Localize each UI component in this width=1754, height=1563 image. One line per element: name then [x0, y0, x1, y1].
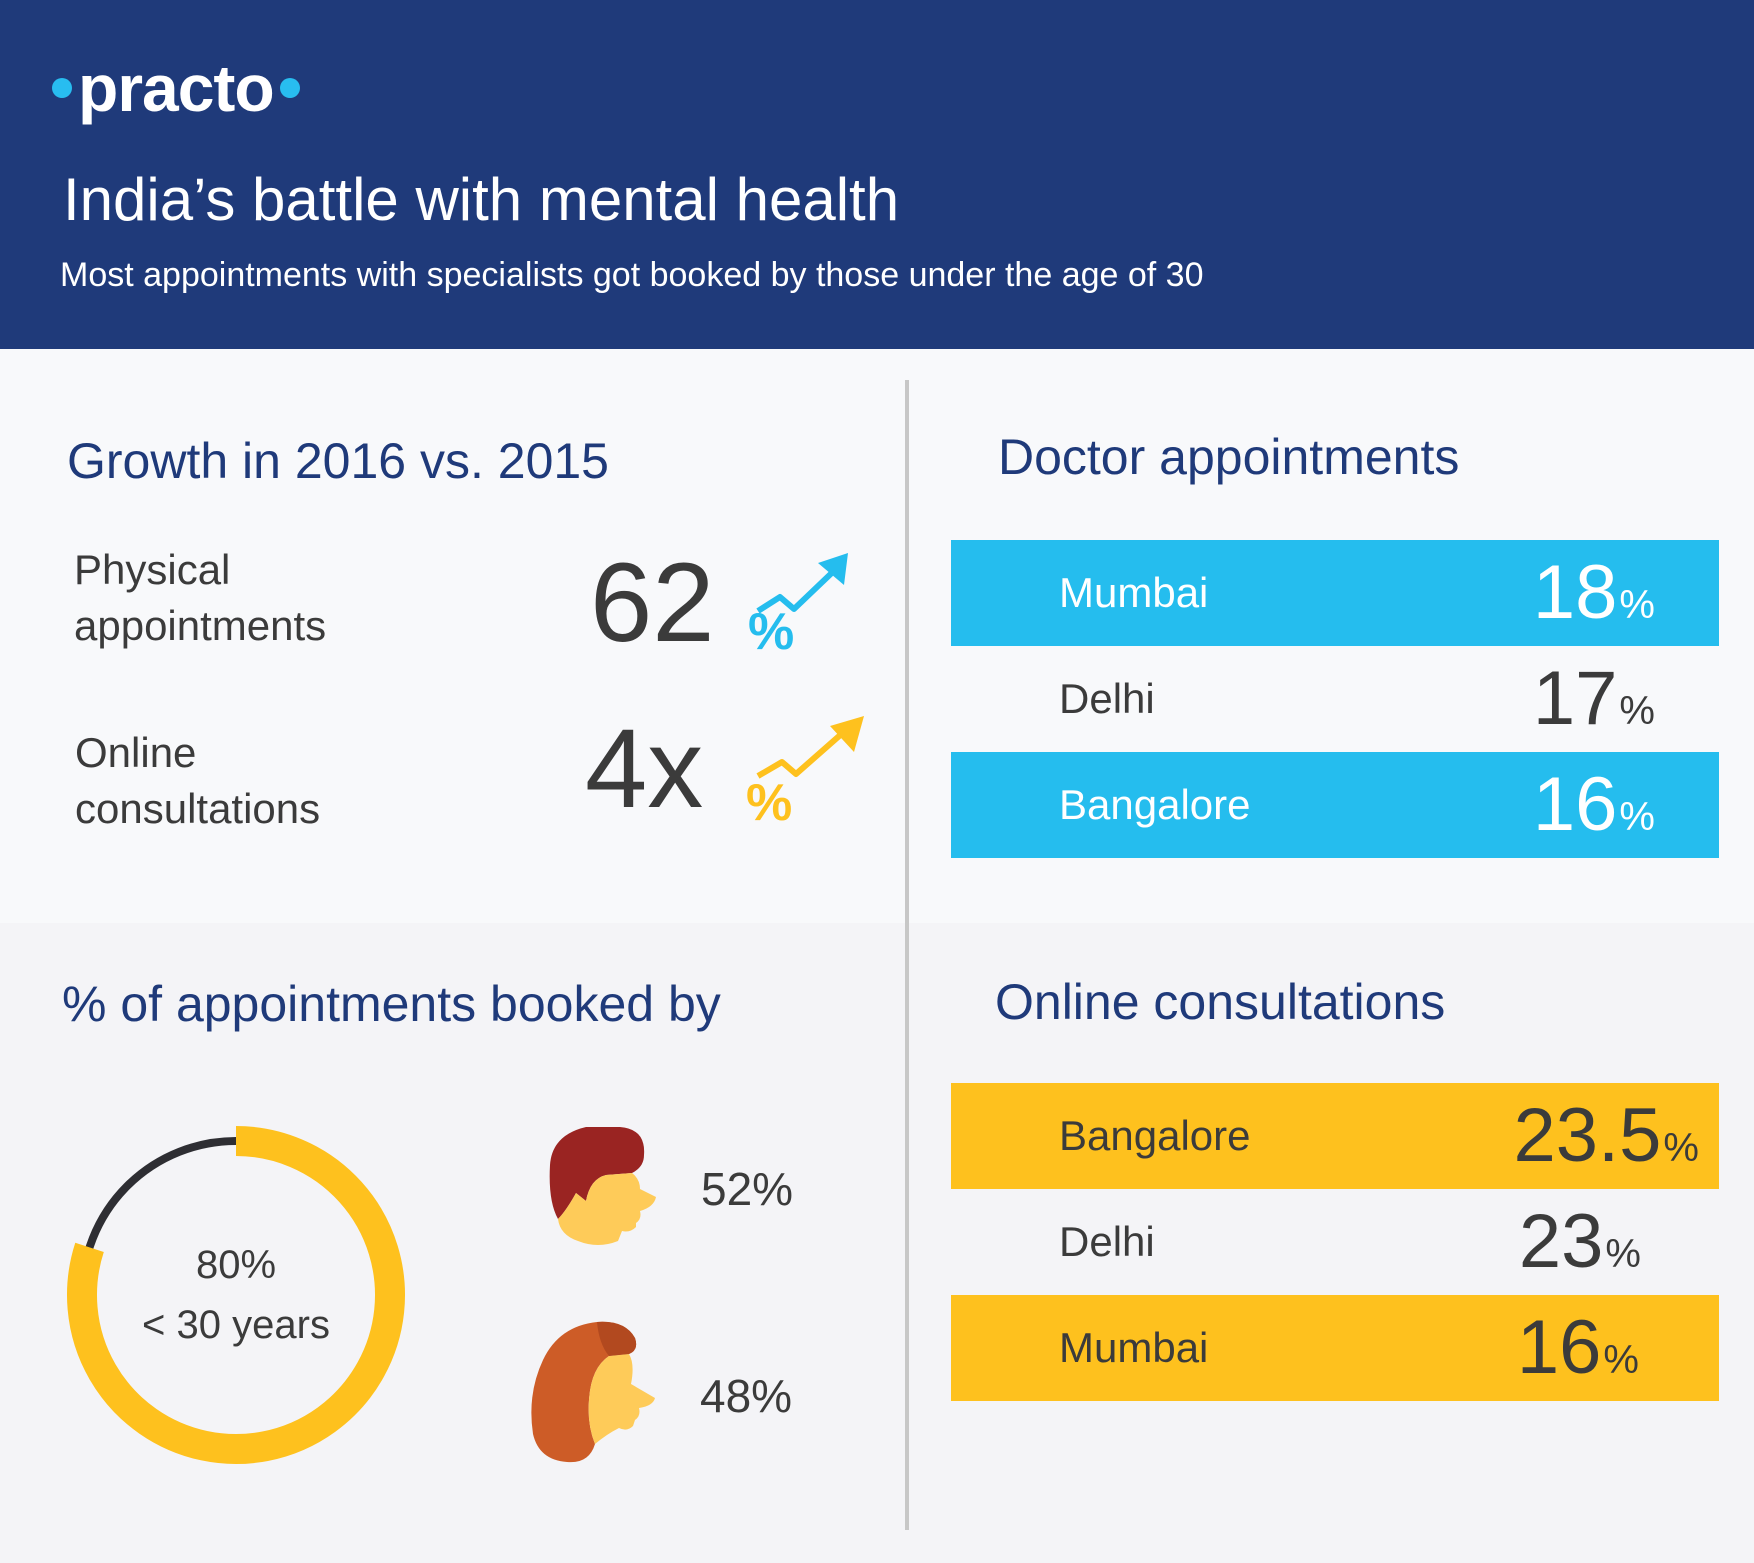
- trend-up-yellow-icon: %: [746, 716, 864, 824]
- online-row-2: Delhi 23%: [951, 1189, 1719, 1295]
- doctor-row-1: Mumbai 18%: [951, 540, 1719, 646]
- online-row-1: Bangalore 23.5%: [951, 1083, 1719, 1189]
- logo-dot-left-icon: [52, 78, 72, 98]
- vertical-divider: [905, 380, 909, 1530]
- physical-growth-value: 62: [590, 540, 715, 665]
- practo-logo: practo: [52, 48, 300, 128]
- online-row-2-value: 23%: [1518, 1199, 1641, 1284]
- female-percent: 48%: [700, 1370, 793, 1422]
- online-consultations-ranking: Bangalore 23.5% Delhi 23% Mumbai 16%: [951, 1083, 1719, 1401]
- doctor-row-2-value: 17%: [1532, 656, 1655, 741]
- physical-appointments-label: Physical appointments: [74, 542, 326, 654]
- doctor-appointments-ranking: Mumbai 18% Delhi 17% Bangalore 16%: [951, 540, 1719, 858]
- doctor-row-2-city: Delhi: [1059, 675, 1155, 722]
- doctor-row-3-value: 16%: [1532, 762, 1655, 847]
- header-banner: practo India’s battle with mental health…: [0, 0, 1754, 349]
- page-subtitle: Most appointments with specialists got b…: [60, 256, 1204, 294]
- doctor-row-3-city: Bangalore: [1059, 781, 1251, 828]
- physical-label-line1: Physical: [74, 546, 231, 593]
- logo-wordmark: practo: [78, 51, 275, 125]
- online-row-3: Mumbai 16%: [951, 1295, 1719, 1401]
- donut-center-label: 80% < 30 years: [64, 1235, 408, 1355]
- donut-segment-under-30: [67, 1126, 405, 1464]
- male-percent: 52%: [701, 1163, 794, 1215]
- donut-center-percent: 80%: [195, 1243, 277, 1287]
- online-label-line2: consultations: [75, 785, 321, 832]
- online-row-3-value: 16%: [1516, 1305, 1639, 1390]
- growth-title: Growth in 2016 vs. 2015: [67, 433, 609, 489]
- doctor-appointments-title: Doctor appointments: [998, 429, 1460, 485]
- online-row-3-city: Mumbai: [1059, 1324, 1209, 1371]
- physical-label-line2: appointments: [74, 602, 327, 649]
- trend-percent-symbol: %: [748, 603, 794, 653]
- doctor-row-3: Bangalore 16%: [951, 752, 1719, 858]
- online-row-2-city: Delhi: [1059, 1218, 1155, 1265]
- trend-up-blue-icon: %: [748, 553, 848, 653]
- female-head-icon: [531, 1321, 655, 1463]
- logo-dot-right-icon: [279, 78, 300, 98]
- male-head-icon: [549, 1127, 656, 1245]
- doctor-row-1-value: 18%: [1532, 550, 1655, 635]
- donut-center-caption: < 30 years: [142, 1303, 330, 1347]
- page-title: India’s battle with mental health: [63, 166, 900, 233]
- trend-percent-symbol: %: [746, 774, 792, 824]
- bottom-section-background: [0, 923, 1754, 1563]
- doctor-row-2: Delhi 17%: [951, 646, 1719, 752]
- age-donut-chart: [67, 1126, 405, 1464]
- doctor-row-1-city: Mumbai: [1059, 569, 1209, 616]
- online-row-1-city: Bangalore: [1059, 1112, 1251, 1159]
- booked-by-title: % of appointments booked by: [62, 976, 721, 1032]
- online-row-1-value: 23.5%: [1513, 1093, 1700, 1178]
- online-consultations-title: Online consultations: [995, 974, 1446, 1030]
- online-label-line1: Online: [75, 729, 197, 776]
- online-growth-value: 4x: [585, 706, 704, 831]
- online-consultations-label: Online consultations: [75, 725, 320, 837]
